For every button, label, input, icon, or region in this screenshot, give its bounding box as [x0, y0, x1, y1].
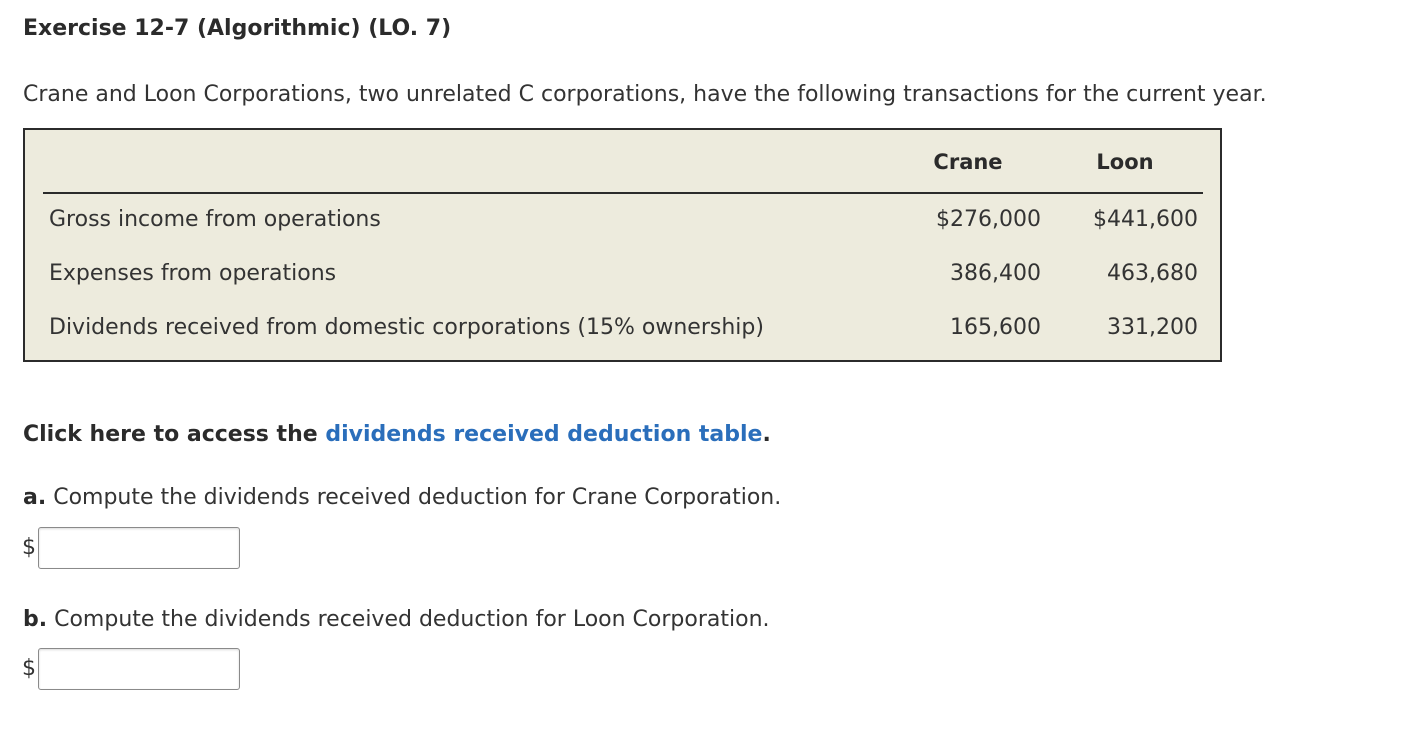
- question-letter: a.: [23, 485, 47, 510]
- question-text: Compute the dividends received deduction…: [53, 485, 782, 510]
- question-a: a. Compute the dividends received deduct…: [23, 485, 781, 510]
- row-label: Dividends received from domestic corpora…: [49, 315, 764, 340]
- crane-value: 386,400: [950, 261, 1041, 286]
- table-header-row: Crane Loon: [43, 130, 1203, 194]
- reference-suffix: .: [762, 422, 771, 447]
- column-header-crane: Crane: [933, 150, 1003, 174]
- loon-value: $441,600: [1093, 207, 1198, 232]
- dividends-table-link[interactable]: dividends received deduction table: [325, 422, 763, 447]
- currency-symbol: $: [22, 535, 36, 560]
- row-label: Gross income from operations: [49, 207, 381, 232]
- column-header-loon: Loon: [1096, 150, 1154, 174]
- table-row: Dividends received from domestic corpora…: [49, 315, 1209, 369]
- table-row: Expenses from operations 386,400 463,680: [49, 261, 1209, 315]
- transactions-table: Crane Loon Gross income from operations …: [23, 128, 1222, 362]
- loon-drd-input[interactable]: [38, 648, 240, 690]
- row-label: Expenses from operations: [49, 261, 337, 286]
- question-letter: b.: [23, 607, 48, 632]
- table-row: Gross income from operations $276,000 $4…: [49, 207, 1209, 261]
- exercise-intro: Crane and Loon Corporations, two unrelat…: [23, 82, 1267, 107]
- question-text: Compute the dividends received deduction…: [54, 607, 770, 632]
- crane-value: $276,000: [936, 207, 1041, 232]
- reference-line: Click here to access the dividends recei…: [23, 422, 771, 447]
- exercise-title: Exercise 12-7 (Algorithmic) (LO. 7): [23, 16, 452, 41]
- question-b: b. Compute the dividends received deduct…: [23, 607, 770, 632]
- reference-prefix: Click here to access the: [23, 422, 326, 447]
- currency-symbol: $: [22, 656, 36, 681]
- loon-value: 331,200: [1107, 315, 1198, 340]
- crane-drd-input[interactable]: [38, 527, 240, 569]
- loon-value: 463,680: [1107, 261, 1198, 286]
- crane-value: 165,600: [950, 315, 1041, 340]
